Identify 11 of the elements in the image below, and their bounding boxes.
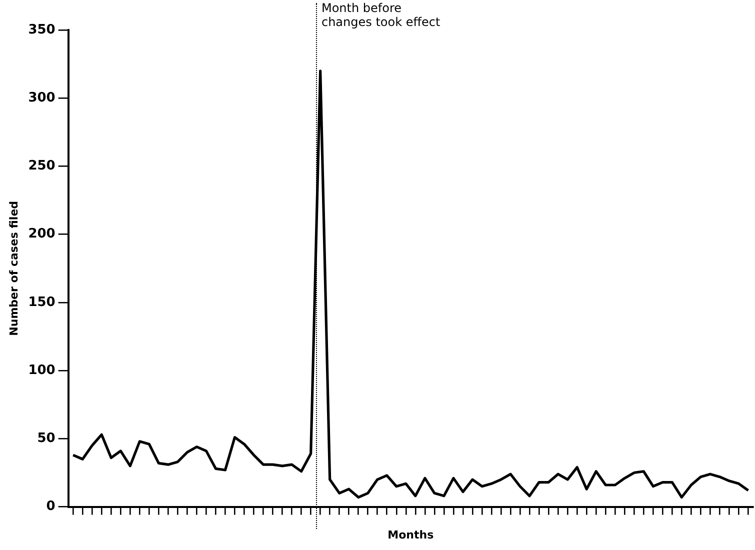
y-tick-label: 250: [28, 158, 56, 174]
y-tick-label: 50: [37, 431, 56, 446]
y-axis-title: Number of cases filed: [7, 200, 20, 336]
y-tick-label: 150: [28, 294, 56, 310]
y-tick-label: 200: [28, 226, 56, 242]
y-tick-label: 0: [46, 499, 56, 514]
x-axis-title: Months: [388, 528, 434, 542]
y-tick-label: 350: [28, 22, 56, 38]
y-tick-label: 100: [28, 362, 56, 378]
text: Month before changes took effect: [321, 1, 440, 30]
y-tick-label: 300: [28, 90, 56, 106]
